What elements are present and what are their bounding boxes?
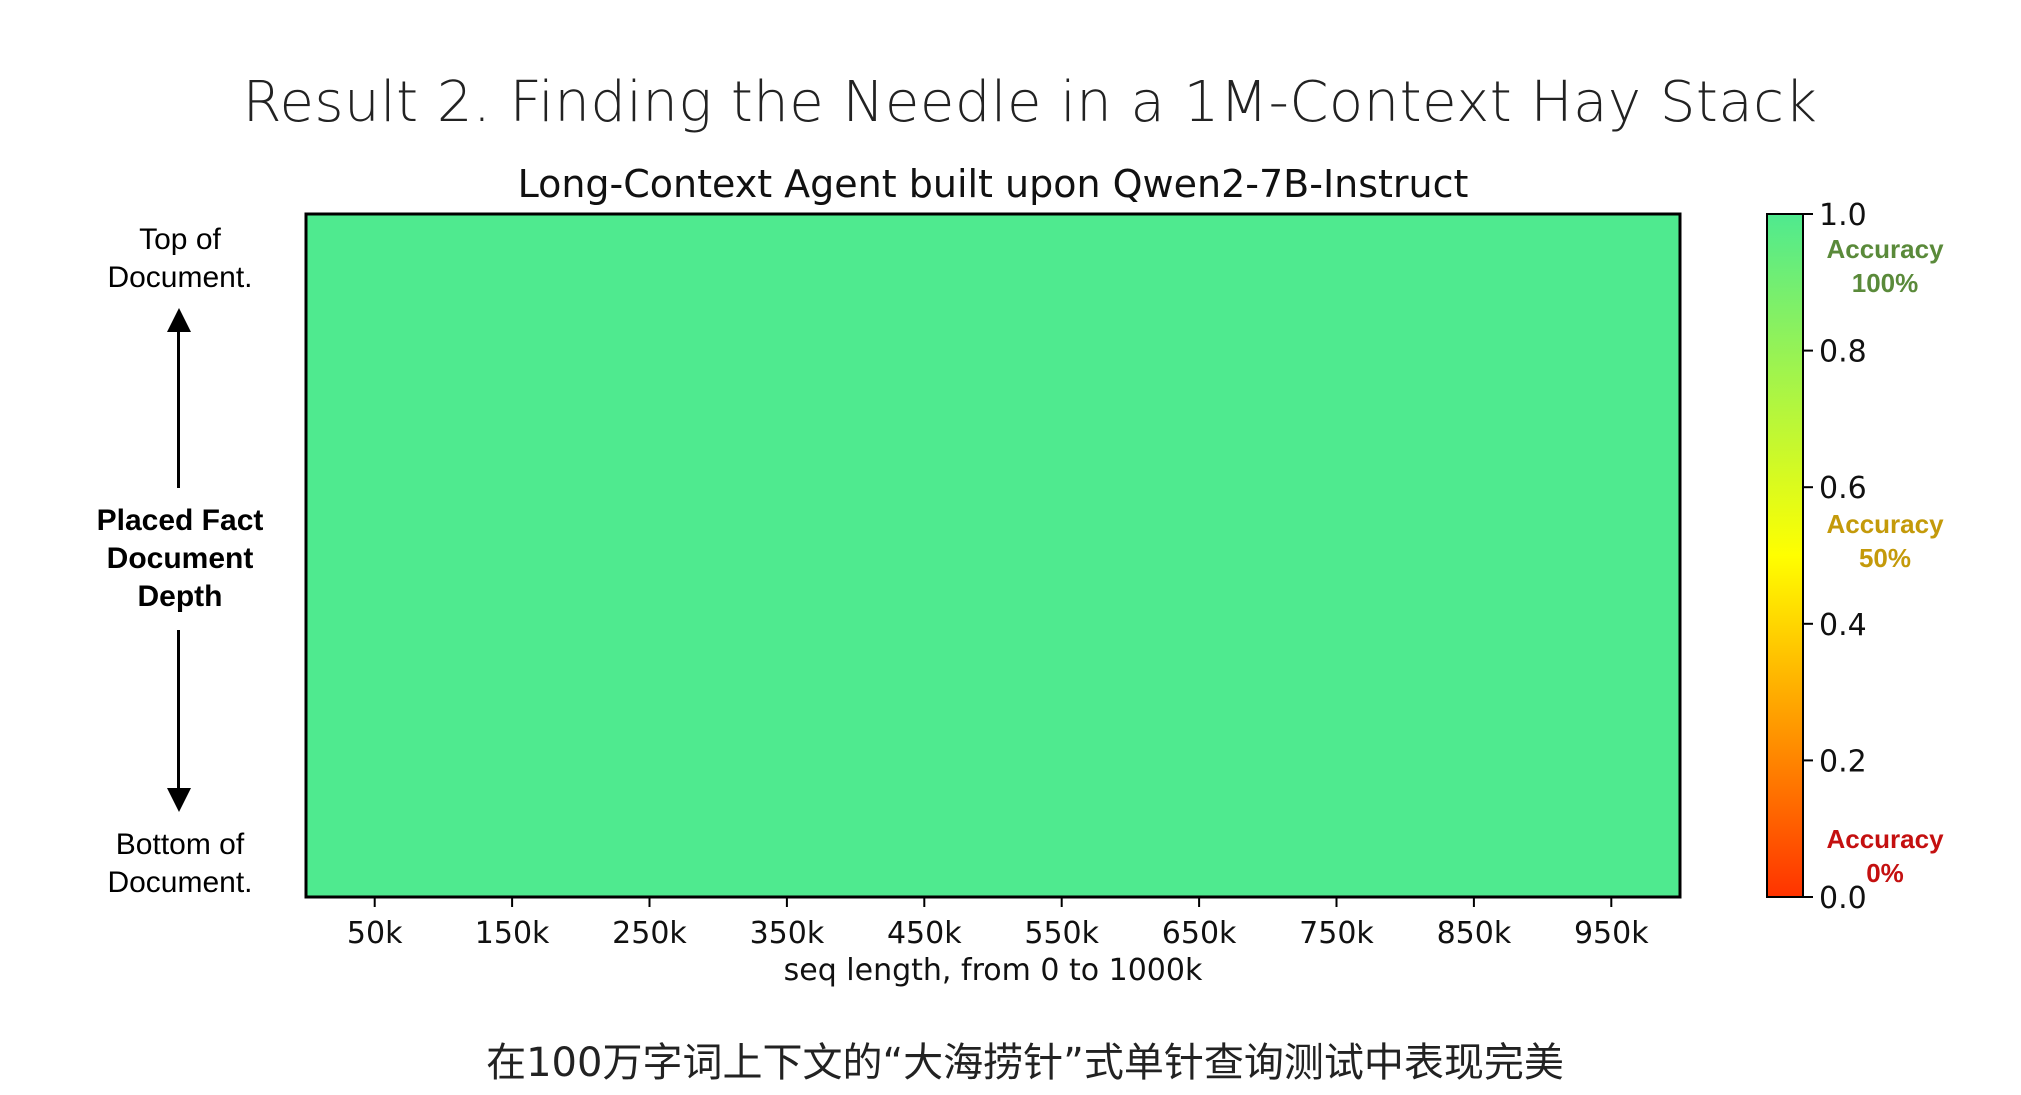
colorbar [1766,213,1804,898]
heatmap-cell [304,212,1682,899]
main-title: Result 2. Finding the Needle in a 1M-Con… [242,70,1818,135]
y-annotation-middle: Placed Fact Document Depth [96,504,264,613]
colorbar-annotation-low: Accuracy 0% [1826,824,1944,888]
x-tick-label: 850k [1437,916,1512,951]
colorbar-annotation-mid: Accuracy 50% [1826,509,1944,573]
chart-title: Long-Context Agent built upon Qwen2-7B-I… [517,162,1469,206]
x-tick-label: 350k [750,916,825,951]
colorbar-tick-label: 1.0 [1819,198,1867,233]
arrow-down-icon [167,788,191,812]
x-tick-label: 50k [347,916,403,951]
x-tick-label: 150k [475,916,550,951]
colorbar-tick-label: 0.8 [1819,335,1867,370]
x-tick-label: 250k [612,916,687,951]
arrow-up-line [177,330,180,488]
x-tick-label: 550k [1024,916,1099,951]
arrow-up-icon [167,308,191,332]
caption: 在100万字词上下文的“大海捞针”式单针查询测试中表现完美 [486,1040,1564,1086]
x-axis-ticks: 50k 150k 250k 350k 450k 550k 650k 750k 850k 950k [347,897,1649,951]
y-annotation-top: Top of Document. [107,223,253,294]
x-tick-label: 450k [887,916,962,951]
colorbar-tick-label: 0.2 [1819,744,1867,779]
x-tick-label: 950k [1574,916,1649,951]
x-tick-label: 650k [1162,916,1237,951]
colorbar-annotation-high: Accuracy 100% [1826,234,1944,298]
x-tick-label: 750k [1299,916,1374,951]
colorbar-tick-label: 0.0 [1819,881,1867,916]
y-annotation-bottom: Bottom of Document. [107,828,253,899]
colorbar-tick-label: 0.6 [1819,471,1867,506]
x-axis-label: seq length, from 0 to 1000k [783,953,1203,988]
colorbar-ticks: 0.0 0.2 0.4 0.6 0.8 1.0 [1803,198,1867,916]
colorbar-tick-label: 0.4 [1819,608,1867,643]
arrow-down-line [177,630,180,790]
